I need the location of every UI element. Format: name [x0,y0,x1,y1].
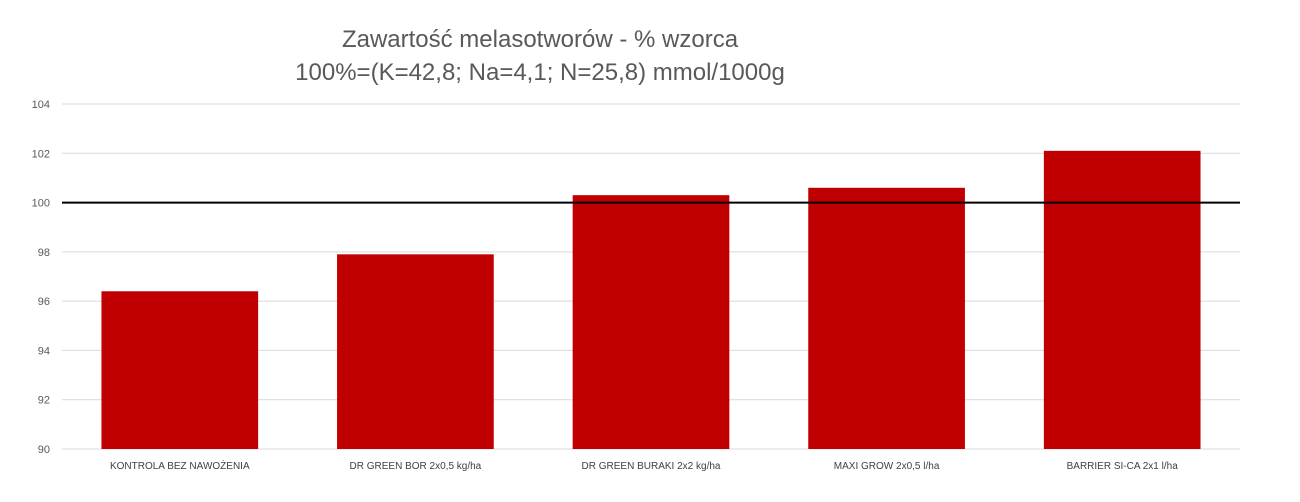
x-tick-label: BARRIER SI-CA 2x1 l/ha [1067,461,1179,472]
y-tick-label: 102 [32,148,50,160]
x-tick-label: DR GREEN BOR 2x0,5 kg/ha [350,461,482,472]
y-tick-label: 98 [38,247,50,259]
y-tick-label: 104 [32,99,50,111]
x-tick-label: KONTROLA BEZ NAWOŻENIA [110,459,250,472]
bar [1043,150,1201,450]
y-tick-label: 92 [38,395,50,407]
y-tick-label: 94 [38,345,50,357]
bar [808,187,965,450]
y-tick-label: 100 [32,198,50,210]
y-tick-label: 96 [38,296,50,308]
chart-title: Zawartość melasotworów - % wzorca [341,26,739,53]
bar [101,291,259,449]
y-tick-label: 90 [38,444,50,456]
bar [337,254,494,449]
x-tick-label: MAXI GROW 2x0,5 l/ha [834,461,940,472]
bar [572,195,730,449]
x-tick-label: DR GREEN BURAKI 2x2 kg/ha [582,461,721,472]
chart-subtitle: 100%=(K=42,8; Na=4,1; N=25,8) mmol/1000g [295,59,785,86]
